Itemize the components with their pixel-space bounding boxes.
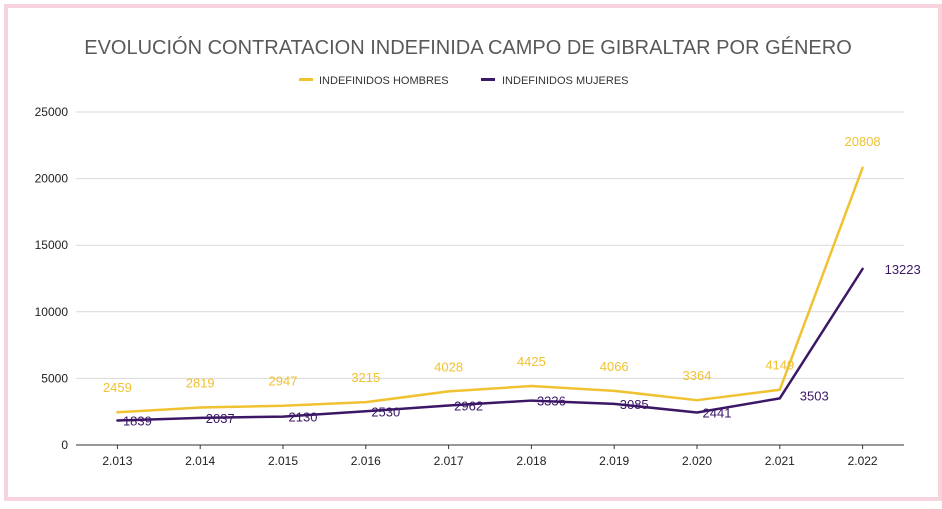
x-tick-label-2.018: 2.018 [516, 454, 546, 468]
y-tick-label-20000: 20000 [35, 172, 69, 186]
x-tick-label-2.020: 2.020 [682, 454, 712, 468]
data-label-hombres-2.022: 20808 [845, 134, 881, 149]
data-label-mujeres-2.021: 3503 [800, 388, 829, 403]
data-label-hombres-2.016: 3215 [351, 370, 380, 385]
data-label-hombres-2.015: 2947 [269, 374, 298, 389]
data-label-hombres-2.013: 2459 [103, 380, 132, 395]
data-label-mujeres-2.015: 2130 [289, 410, 318, 425]
y-tick-label-15000: 15000 [35, 238, 69, 252]
data-label-hombres-2.018: 4425 [517, 354, 546, 369]
data-label-hombres-2.017: 4028 [434, 359, 463, 374]
y-tick-label-10000: 10000 [35, 305, 69, 319]
data-label-mujeres-2.016: 2530 [371, 404, 400, 419]
series-line-hombres [116, 166, 864, 414]
x-tick-label-2.019: 2.019 [599, 454, 629, 468]
y-tick-label-0: 0 [61, 438, 68, 452]
data-label-mujeres-2.013: 1839 [123, 414, 152, 429]
x-tick-label-2.013: 2.013 [102, 454, 132, 468]
legend: INDEFINIDOS HOMBRES INDEFINIDOS MUJERES [299, 75, 629, 87]
x-tick-label-2.022: 2.022 [848, 454, 878, 468]
data-label-mujeres-2.017: 2962 [454, 399, 483, 414]
data-label-hombres-2.014: 2819 [186, 375, 215, 390]
data-label-mujeres-2.019: 3085 [620, 397, 649, 412]
y-tick-label-25000: 25000 [35, 105, 69, 119]
series [116, 166, 864, 422]
chart-title: EVOLUCIÓN CONTRATACION INDEFINIDA CAMPO … [84, 36, 852, 59]
data-label-hombres-2.021: 4149 [765, 358, 794, 373]
gridlines [76, 111, 904, 379]
data-label-mujeres-2.014: 2037 [206, 411, 235, 426]
data-label-mujeres-2.020: 2441 [703, 405, 732, 420]
axes: 0 5000 10000 15000 20000 25000 2.013 2.014 2.015… [35, 105, 904, 468]
series-line-mujeres [116, 267, 864, 422]
data-label-mujeres-2.018: 3336 [537, 394, 566, 409]
data-label-hombres-2.020: 3364 [683, 368, 712, 383]
data-label-mujeres-2.022: 13223 [885, 262, 921, 277]
y-tick-label-5000: 5000 [41, 371, 68, 385]
x-tick-label-2.016: 2.016 [351, 454, 381, 468]
x-tick-label-2.014: 2.014 [185, 454, 215, 468]
x-tick-label-2.021: 2.021 [765, 454, 795, 468]
x-tick-label-2.017: 2.017 [434, 454, 464, 468]
legend-label-mujeres: INDEFINIDOS MUJERES [502, 75, 629, 87]
legend-swatch-hombres [299, 78, 313, 81]
legend-label-hombres: INDEFINIDOS HOMBRES [319, 75, 449, 87]
data-labels: 2459 2819 2947 3215 4028 4425 4066 3364 4149 2080… [103, 134, 921, 429]
legend-swatch-mujeres [481, 78, 495, 81]
x-tick-label-2.015: 2.015 [268, 454, 298, 468]
data-label-hombres-2.019: 4066 [600, 359, 629, 374]
